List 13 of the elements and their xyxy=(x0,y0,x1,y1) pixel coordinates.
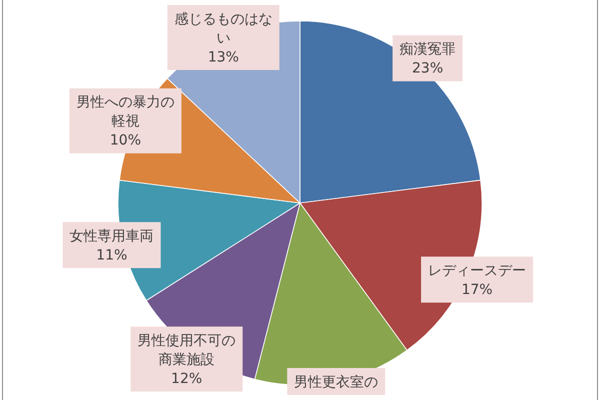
data-label: 10% xyxy=(110,132,142,149)
data-label: 12% xyxy=(171,370,202,387)
data-label: 17% xyxy=(461,282,493,298)
slice-label: 男性使用不可の商業施設 xyxy=(138,332,236,368)
data-label: 11% xyxy=(96,247,128,264)
slice-label: 痴漢冤罪 xyxy=(400,42,456,58)
slice-label: 男性更衣室の xyxy=(294,374,378,390)
data-label: 23% xyxy=(412,60,444,77)
data-label: 13% xyxy=(208,49,239,66)
slice-label: レディースデー xyxy=(428,262,526,279)
slice-label: 女性専用車両 xyxy=(70,228,154,244)
slice-label: 感じるものはない xyxy=(174,11,272,46)
slice-label: 男性への暴力の軽視 xyxy=(76,94,174,130)
